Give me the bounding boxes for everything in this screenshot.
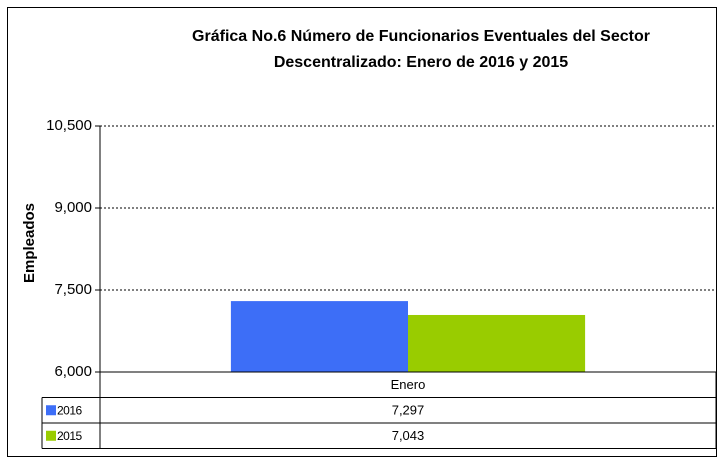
chart-border [7, 7, 717, 457]
y-tick-label: 6,000 [54, 363, 92, 380]
data-label: 7,043 [392, 428, 425, 443]
y-axis-label: Empleados [21, 203, 38, 283]
y-tick-label: 9,000 [54, 199, 92, 216]
bar [408, 314, 586, 372]
data-label: 7,297 [392, 403, 425, 418]
legend-key [46, 405, 56, 416]
legend-label: 2015 [57, 429, 83, 443]
y-tick-label: 10,500 [46, 117, 92, 134]
legend-label: 2016 [57, 403, 83, 417]
legend-key [46, 430, 56, 441]
x-tick-label: Enero [391, 377, 426, 392]
bar [230, 301, 408, 372]
y-tick-label: 7,500 [54, 281, 92, 298]
chart-title: Gráfica No.6 Número de Funcionarios Even… [192, 28, 650, 71]
